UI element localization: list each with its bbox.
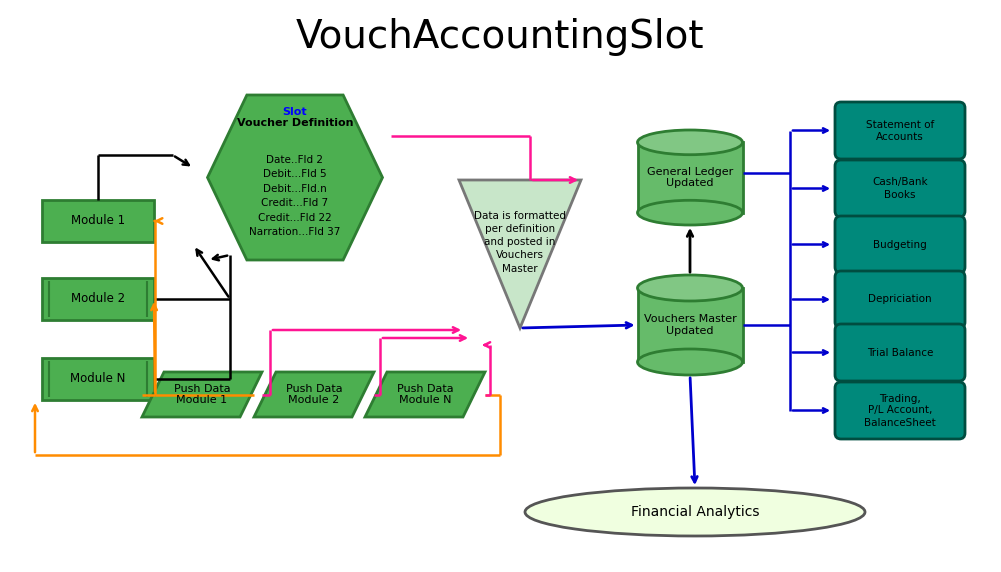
FancyBboxPatch shape <box>835 102 965 159</box>
Text: Push Data
Module 2: Push Data Module 2 <box>285 384 342 406</box>
FancyBboxPatch shape <box>42 278 154 320</box>
Polygon shape <box>254 372 374 417</box>
Text: Data is formatted
per definition
and posted in
Vouchers
Master: Data is formatted per definition and pos… <box>474 210 566 273</box>
Text: Trading,
P/L Account,
BalanceSheet: Trading, P/L Account, BalanceSheet <box>864 394 936 427</box>
Polygon shape <box>142 372 262 417</box>
Text: Module 1: Module 1 <box>71 214 125 228</box>
Ellipse shape <box>638 200 743 225</box>
FancyBboxPatch shape <box>835 382 965 439</box>
Text: Push Data
Module N: Push Data Module N <box>396 384 453 406</box>
Text: Vouchers Master
Updated: Vouchers Master Updated <box>644 314 737 336</box>
FancyBboxPatch shape <box>638 142 743 213</box>
Text: Module 2: Module 2 <box>71 292 125 305</box>
FancyBboxPatch shape <box>42 358 154 400</box>
Ellipse shape <box>638 275 743 301</box>
Polygon shape <box>459 180 581 328</box>
Text: Cash/Bank
Books: Cash/Bank Books <box>872 177 928 200</box>
FancyBboxPatch shape <box>835 160 965 217</box>
Text: Module N: Module N <box>70 372 126 386</box>
Text: VouchAccountingSlot: VouchAccountingSlot <box>295 18 705 56</box>
Text: Financial Analytics: Financial Analytics <box>631 505 759 519</box>
Ellipse shape <box>638 349 743 375</box>
Text: Push Data
Module 1: Push Data Module 1 <box>174 384 230 406</box>
Text: Statement of
Accounts: Statement of Accounts <box>866 120 934 141</box>
FancyBboxPatch shape <box>835 324 965 381</box>
Text: General Ledger
Updated: General Ledger Updated <box>647 166 733 188</box>
Text: Budgeting: Budgeting <box>873 240 927 249</box>
Polygon shape <box>207 95 382 260</box>
Text: Date..Fld 2
Debit...Fld 5
Debit...Fld.n
Credit...Fld 7
Credit...Fld 22
Narration: Date..Fld 2 Debit...Fld 5 Debit...Fld.n … <box>249 155 340 237</box>
Text: Depriciation: Depriciation <box>868 295 932 304</box>
FancyBboxPatch shape <box>638 288 743 362</box>
Text: Voucher Definition: Voucher Definition <box>237 118 353 128</box>
FancyBboxPatch shape <box>835 216 965 273</box>
Text: Trial Balance: Trial Balance <box>867 348 933 358</box>
Polygon shape <box>365 372 485 417</box>
Ellipse shape <box>525 488 865 536</box>
FancyBboxPatch shape <box>42 200 154 242</box>
Text: Slot: Slot <box>282 107 307 117</box>
FancyBboxPatch shape <box>835 271 965 328</box>
Ellipse shape <box>638 130 743 154</box>
